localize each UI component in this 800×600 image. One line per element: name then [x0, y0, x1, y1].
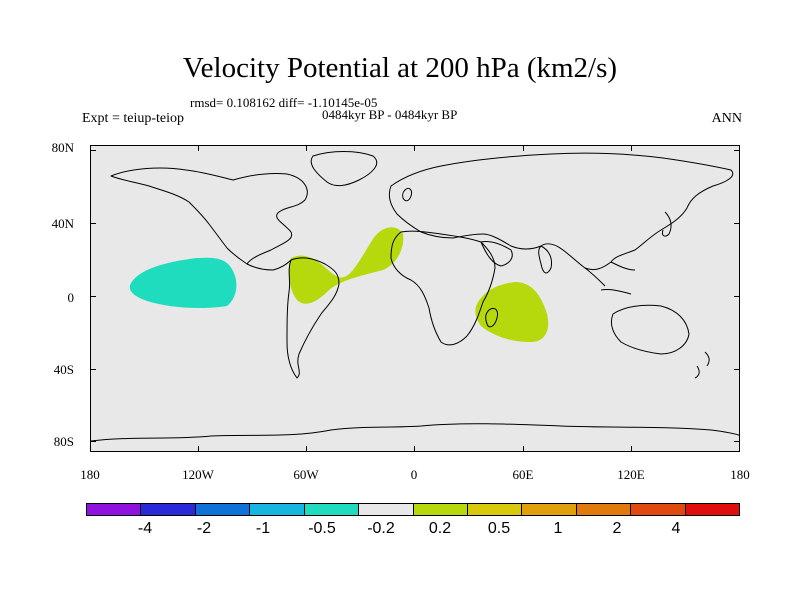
lat-tick: [734, 296, 740, 297]
coast-south-america: [286, 257, 340, 379]
coast-central-america: [246, 259, 292, 271]
lon-tick: [414, 145, 415, 151]
colorbar-box-5: [359, 504, 414, 515]
lon-tick: [523, 145, 524, 151]
colorbar-box-8: [522, 504, 577, 515]
lon-label-0: 0: [410, 467, 418, 482]
colorbar-label: 0.2: [428, 520, 452, 537]
coast-japan: [662, 211, 672, 237]
lon-label-180w: 180: [80, 467, 100, 482]
lat-tick: [734, 223, 740, 224]
colorbar-box-1: [141, 504, 196, 515]
colorbar-label: 4: [671, 520, 681, 537]
rmsd-diff-label: rmsd= 0.108162 diff= -1.10145e-05: [190, 95, 378, 110]
lat-label-40s: 40S: [53, 362, 74, 377]
period-label: 0484kyr BP - 0484kyr BP: [322, 107, 458, 122]
lat-label-0: 0: [67, 290, 75, 305]
lat-tick: [734, 369, 740, 370]
colorbar-box-4: [304, 504, 360, 515]
lon-label-180e: 180: [730, 467, 750, 482]
lon-label-60w: 60W: [293, 467, 319, 482]
coast-new-zealand: [694, 351, 710, 379]
colorbar-box-0: [87, 504, 142, 515]
colorbar-label: 2: [612, 520, 622, 537]
colorbar-label: -2: [196, 520, 212, 537]
colorbar-label: -4: [137, 520, 153, 537]
lat-label-80s: 80S: [53, 434, 74, 449]
colorbar-label: -0.5: [308, 520, 336, 537]
lon-tick: [631, 446, 632, 452]
coast-india: [538, 245, 552, 274]
world-map: [91, 151, 739, 442]
lat-tick: [90, 150, 96, 151]
lat-tick: [90, 296, 96, 297]
lat-tick: [90, 223, 96, 224]
colorbar: [86, 503, 740, 516]
lon-tick: [523, 446, 524, 452]
colorbar-label: -1: [255, 520, 271, 537]
lon-label-120w: 120W: [182, 467, 214, 482]
lat-label-80n: 80N: [51, 140, 74, 155]
coast-australia: [610, 304, 690, 355]
anomaly-central-pacific-negative: [129, 257, 237, 309]
lat-tick: [734, 441, 740, 442]
colorbar-label: 1: [553, 520, 563, 537]
plot-title: Velocity Potential at 200 hPa (km2/s): [182, 52, 618, 84]
coast-africa: [390, 230, 496, 346]
lon-tick: [631, 145, 632, 151]
lat-tick: [734, 150, 740, 151]
colorbar-box-2: [195, 504, 251, 515]
lat-label-40n: 40N: [51, 216, 74, 231]
lon-label-120e: 120E: [617, 467, 645, 482]
coast-madagascar: [485, 307, 498, 328]
colorbar-box-9: [576, 504, 632, 515]
coast-north-america: [110, 167, 308, 265]
colorbar-box-11: [685, 504, 740, 515]
map-panel: [90, 145, 740, 452]
coast-arabia: [480, 241, 513, 267]
coast-antarctica: [91, 423, 739, 442]
colorbar-box-10: [631, 504, 686, 515]
lon-tick: [306, 145, 307, 151]
lon-tick: [198, 145, 199, 151]
season-label: ANN: [711, 111, 742, 126]
colorbar-box-3: [250, 504, 305, 515]
coast-uk: [402, 187, 412, 202]
anomaly-indian-ocean-positive: [475, 282, 549, 342]
lon-label-60e: 60E: [512, 467, 534, 482]
colorbar-box-6: [413, 504, 468, 515]
coast-greenland: [310, 151, 378, 187]
lat-tick: [90, 369, 96, 370]
experiment-label: Expt = teiup-teiop: [82, 111, 184, 126]
lat-tick: [90, 441, 96, 442]
coast-eurasia: [388, 152, 734, 271]
lon-tick: [198, 446, 199, 452]
anomaly-south-america-atlantic-positive: [289, 227, 404, 304]
colorbar-label: 0.5: [487, 520, 511, 537]
colorbar-box-7: [467, 504, 523, 515]
lon-tick: [306, 446, 307, 452]
coast-southeast-asia: [584, 261, 636, 295]
colorbar-label: -0.2: [367, 520, 395, 537]
lon-tick: [414, 446, 415, 452]
